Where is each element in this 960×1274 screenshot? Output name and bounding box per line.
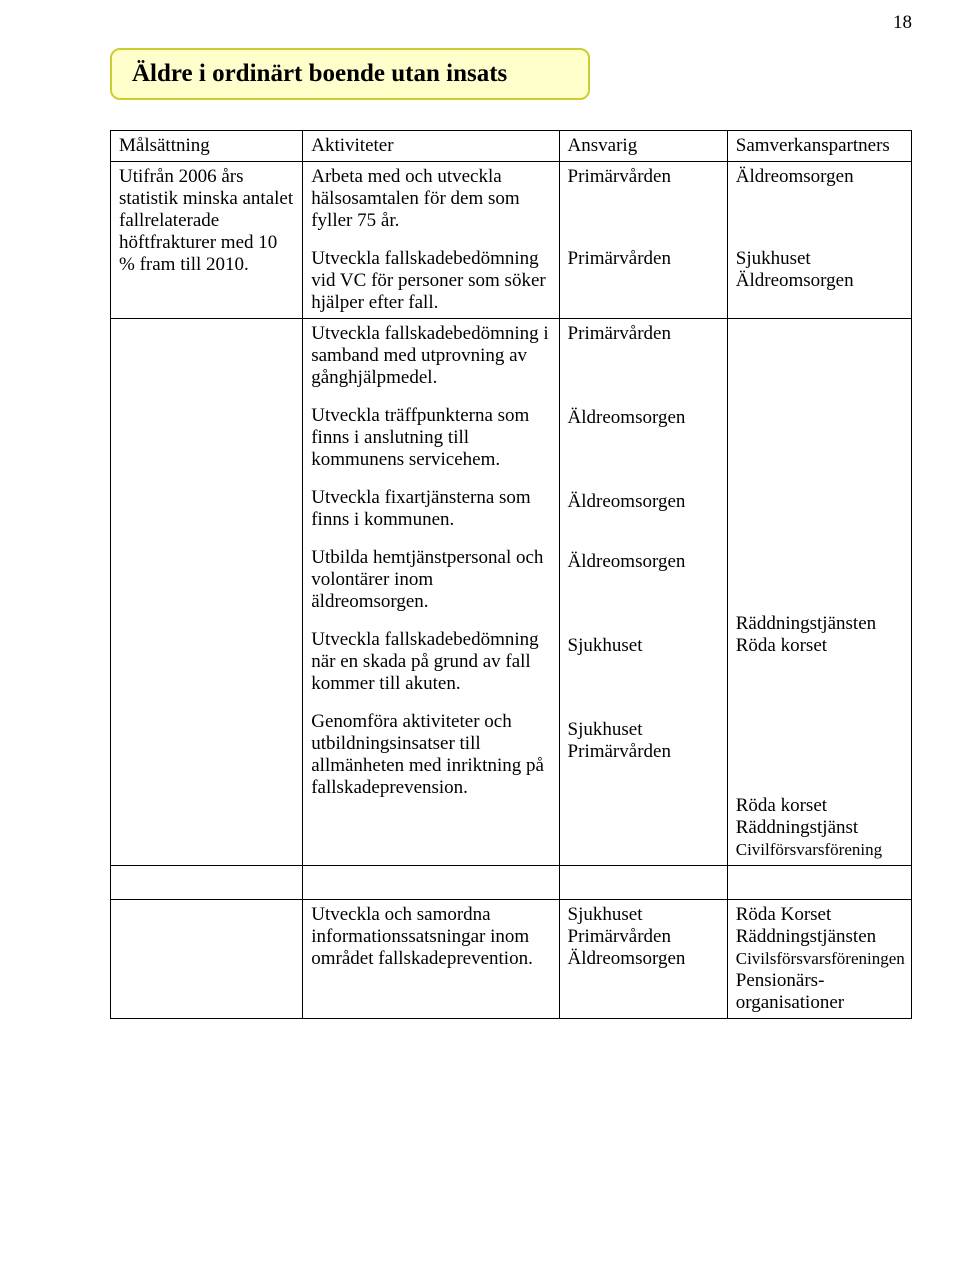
- partner-text: organisationer: [736, 992, 844, 1013]
- table-row: Utveckla och samordna informationssatsni…: [111, 900, 912, 1019]
- table-row: Utveckla fallskadebedömning i samband me…: [111, 319, 912, 866]
- partner-text: Röda korset: [736, 635, 903, 657]
- partner-text: Sjukhuset: [736, 248, 811, 269]
- partner-text: Civilsförsvarsföreningen: [736, 949, 905, 968]
- cell-empty: [111, 866, 303, 900]
- activity-text: Utveckla och samordna informationssatsni…: [311, 904, 550, 970]
- responsible-text: Sjukhuset: [568, 635, 719, 657]
- partner-text: Pensionärs-: [736, 970, 825, 991]
- title-box: Äldre i ordinärt boende utan insats: [110, 48, 590, 100]
- partner-text: Räddningstjänst: [736, 817, 858, 838]
- page: 18 Äldre i ordinärt boende utan insats M…: [0, 0, 960, 1059]
- header-responsible: Ansvarig: [559, 131, 727, 162]
- partner-text: Röda korset: [736, 795, 827, 816]
- cell-responsible-top: Primärvården Primärvården: [559, 162, 727, 319]
- cell-goal: Utifrån 2006 års statistik minska antale…: [111, 162, 303, 319]
- activity-text: Utveckla fallskadebedömning vid VC för p…: [311, 248, 550, 314]
- activity-text: Utveckla fallskadebedömning när en skada…: [311, 629, 550, 695]
- cell-empty: [303, 866, 559, 900]
- cell-partners-bot: Röda Korset Räddningstjänsten Civilsförs…: [727, 900, 911, 1019]
- cell-empty: [559, 866, 727, 900]
- header-partners: Samverkanspartners: [727, 131, 911, 162]
- responsible-text: Äldreomsorgen: [568, 491, 719, 513]
- cell-activities-top: Arbeta med och utveckla hälsosamtalen fö…: [303, 162, 559, 319]
- activity-text: Genomföra aktiviteter och utbildningsins…: [311, 711, 550, 799]
- responsible-text: Primärvården: [568, 248, 719, 270]
- responsible-text: Äldreomsorgen: [568, 407, 719, 429]
- table-row-spacer: [111, 866, 912, 900]
- partner-text: Räddningstjänsten: [736, 926, 876, 947]
- partner-text: Äldreomsorgen: [736, 270, 854, 291]
- partner-text: Röda Korset: [736, 904, 832, 925]
- activity-text: Utveckla träffpunkterna som finns i ansl…: [311, 405, 550, 471]
- responsible-text: Primärvården: [568, 323, 719, 345]
- partner-text: Äldreomsorgen: [736, 166, 903, 188]
- activity-text: Utveckla fallskadebedömning i samband me…: [311, 323, 550, 389]
- responsible-text: Sjukhuset: [568, 904, 643, 925]
- cell-activities-mid: Utveckla fallskadebedömning i samband me…: [303, 319, 559, 866]
- responsible-text: Sjukhuset: [568, 719, 643, 740]
- table-header-row: Målsättning Aktiviteter Ansvarig Samverk…: [111, 131, 912, 162]
- partner-text: Räddningstjänsten: [736, 613, 876, 634]
- cell-empty: [111, 319, 303, 866]
- cell-responsible-bot: Sjukhuset Primärvården Äldreomsorgen: [559, 900, 727, 1019]
- responsible-text: Primärvården: [568, 166, 719, 188]
- activity-text: Utbilda hemtjänstpersonal och volontärer…: [311, 547, 550, 613]
- activity-text: Utveckla fixartjänsterna som finns i kom…: [311, 487, 550, 531]
- header-activities: Aktiviteter: [303, 131, 559, 162]
- cell-empty: [111, 900, 303, 1019]
- cell-activities-bot: Utveckla och samordna informationssatsni…: [303, 900, 559, 1019]
- responsible-text: Äldreomsorgen: [568, 948, 686, 969]
- cell-empty: [727, 866, 911, 900]
- header-goal: Målsättning: [111, 131, 303, 162]
- responsible-text: Äldreomsorgen: [568, 551, 719, 573]
- responsible-text: Primärvården: [568, 926, 671, 947]
- page-title: Äldre i ordinärt boende utan insats: [132, 60, 507, 87]
- page-number: 18: [893, 12, 912, 34]
- cell-responsible-mid: Primärvården Äldreomsorgen Äldreomsorgen…: [559, 319, 727, 866]
- content-table: Målsättning Aktiviteter Ansvarig Samverk…: [110, 130, 912, 1019]
- partner-text: Civilförsvarsförening: [736, 840, 882, 859]
- cell-partners-mid: Räddningstjänsten Röda korset Röda korse…: [727, 319, 911, 866]
- activity-text: Arbeta med och utveckla hälsosamtalen fö…: [311, 166, 550, 232]
- cell-partners-top: Äldreomsorgen Sjukhuset Äldreomsorgen: [727, 162, 911, 319]
- table-row: Utifrån 2006 års statistik minska antale…: [111, 162, 912, 319]
- responsible-text: Primärvården: [568, 741, 671, 762]
